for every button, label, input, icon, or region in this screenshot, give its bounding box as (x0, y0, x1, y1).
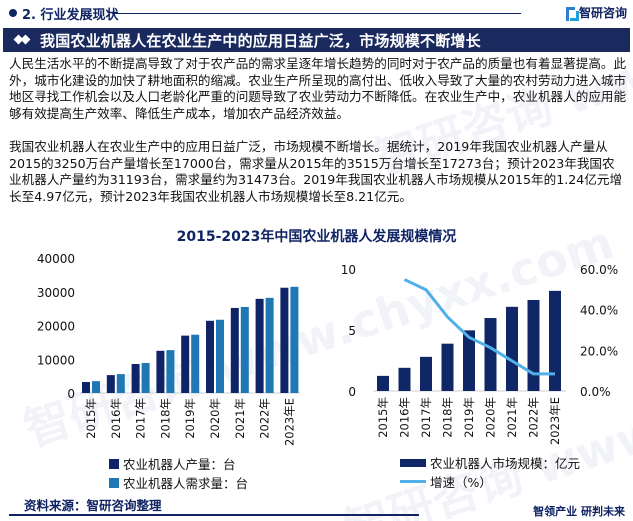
x-tick-label: 2023年E (282, 398, 296, 446)
bar-production (82, 382, 90, 393)
x-tick-label: 2022年 (527, 397, 541, 438)
x-tick-label: 2015年 (84, 398, 98, 439)
paragraph-statistics: 我国农业机器人在农业生产中的应用日益广泛，市场规模不断增长。据统计，2019年我… (9, 139, 623, 204)
bar-demand (290, 286, 299, 393)
legend-swatch-production (109, 458, 119, 469)
x-tick-label: 2017年 (134, 398, 148, 439)
bar-market-size (527, 299, 540, 391)
bar-market-size (484, 318, 497, 391)
x-tick-label: 2021年 (505, 397, 519, 438)
chart-title: 2015-2023年中国农业机器人发展规模情况 (176, 229, 457, 245)
bar-demand (265, 297, 274, 393)
brand: 智研咨询 (565, 4, 627, 21)
footer-slogan: 智领产业 研判未来 (533, 505, 625, 518)
divider (112, 13, 521, 14)
section-title: 2. 行业发展现状 (22, 8, 119, 23)
bar-demand (116, 374, 125, 393)
legend-label: 增速（%） (430, 475, 492, 490)
x-tick-label: 2022年 (258, 398, 272, 439)
bar-market-size (420, 356, 432, 391)
y-right-tick-label: 0.0% (580, 385, 611, 399)
bar-market-size (441, 343, 454, 391)
y-right-tick-label: 40.0% (580, 304, 618, 318)
data-source: 资料来源：智研咨询整理 (24, 498, 162, 513)
legend-growth: 增速（%） (400, 472, 492, 491)
bar-demand (216, 319, 224, 393)
x-tick-label: 2016年 (398, 397, 412, 438)
legend-swatch-market (400, 458, 426, 467)
x-tick-label: 2020年 (208, 398, 222, 439)
y-tick-label: 40000 (37, 252, 75, 266)
bar-demand (240, 306, 249, 393)
brand-name: 智研咨询 (578, 6, 627, 20)
bar-demand (92, 381, 100, 393)
bar-market-size (398, 367, 411, 391)
bar-market-size (549, 290, 561, 391)
bar-production (230, 307, 239, 393)
x-tick-label: 2021年 (233, 398, 247, 439)
bar-production (181, 335, 190, 393)
section-header: 2. 行业发展现状 智研咨询 (0, 0, 633, 26)
brand-logo-icon (565, 7, 579, 21)
bar-production (206, 320, 214, 393)
y-tick-label: 30000 (37, 286, 75, 300)
bullet-dot-icon (9, 9, 17, 17)
x-tick-label: 2018年 (441, 397, 455, 438)
x-tick-label: 2020年 (484, 397, 498, 438)
y-left-tick-label: 0 (348, 385, 356, 399)
legend-label: 农业机器人市场规模：亿元 (430, 456, 581, 471)
y-tick-label: 0 (67, 387, 75, 401)
x-tick-label: 2019年 (462, 397, 476, 438)
bar-market-size (463, 330, 475, 391)
legend-label: 农业机器人产量：台 (123, 457, 236, 472)
x-tick-label: 2019年 (183, 398, 197, 439)
x-tick-label: 2018年 (158, 398, 172, 439)
y-left-tick-label: 10 (341, 263, 356, 277)
legend-production: 农业机器人产量：台 (109, 454, 236, 473)
y-right-tick-label: 20.0% (580, 344, 618, 358)
headline-text: 我国农业机器人在农业生产中的应用日益广泛，市场规模不断增长 (40, 31, 481, 50)
bar-demand (191, 334, 200, 393)
footer-divider (9, 514, 419, 516)
legend-swatch-growth (400, 480, 426, 483)
growth-line (403, 278, 555, 376)
bar-production (280, 287, 289, 393)
bar-production (255, 298, 264, 393)
y-tick-label: 20000 (37, 320, 75, 334)
headline-banner: 我国农业机器人在农业生产中的应用日益广泛，市场规模不断增长 (3, 28, 630, 52)
y-left-tick-label: 5 (348, 324, 356, 338)
bar-demand (141, 362, 150, 393)
y-tick-label: 10000 (37, 353, 75, 367)
y-right-tick-label: 60.0% (580, 263, 618, 277)
legend-label: 农业机器人需求量：台 (123, 476, 249, 491)
bar-production (156, 350, 165, 393)
bar-demand (166, 350, 175, 393)
paragraph-intro: 人民生活水平的不断提高导致了对于农产品的需求呈逐年增长趋势的同时对于农产品的质量… (9, 56, 627, 121)
bar-production (131, 363, 140, 393)
x-tick-label: 2015年 (376, 397, 390, 438)
x-tick-label: 2017年 (419, 397, 433, 438)
bar-market-size (377, 375, 389, 391)
bar-production (106, 375, 115, 393)
legend-demand: 农业机器人需求量：台 (109, 473, 248, 492)
bar-market-size (506, 306, 518, 391)
legend-market-size: 农业机器人市场规模：亿元 (400, 453, 580, 472)
legend-swatch-demand (109, 477, 119, 488)
x-tick-label: 2016年 (109, 398, 123, 439)
x-tick-label: 2023年E (548, 397, 562, 445)
